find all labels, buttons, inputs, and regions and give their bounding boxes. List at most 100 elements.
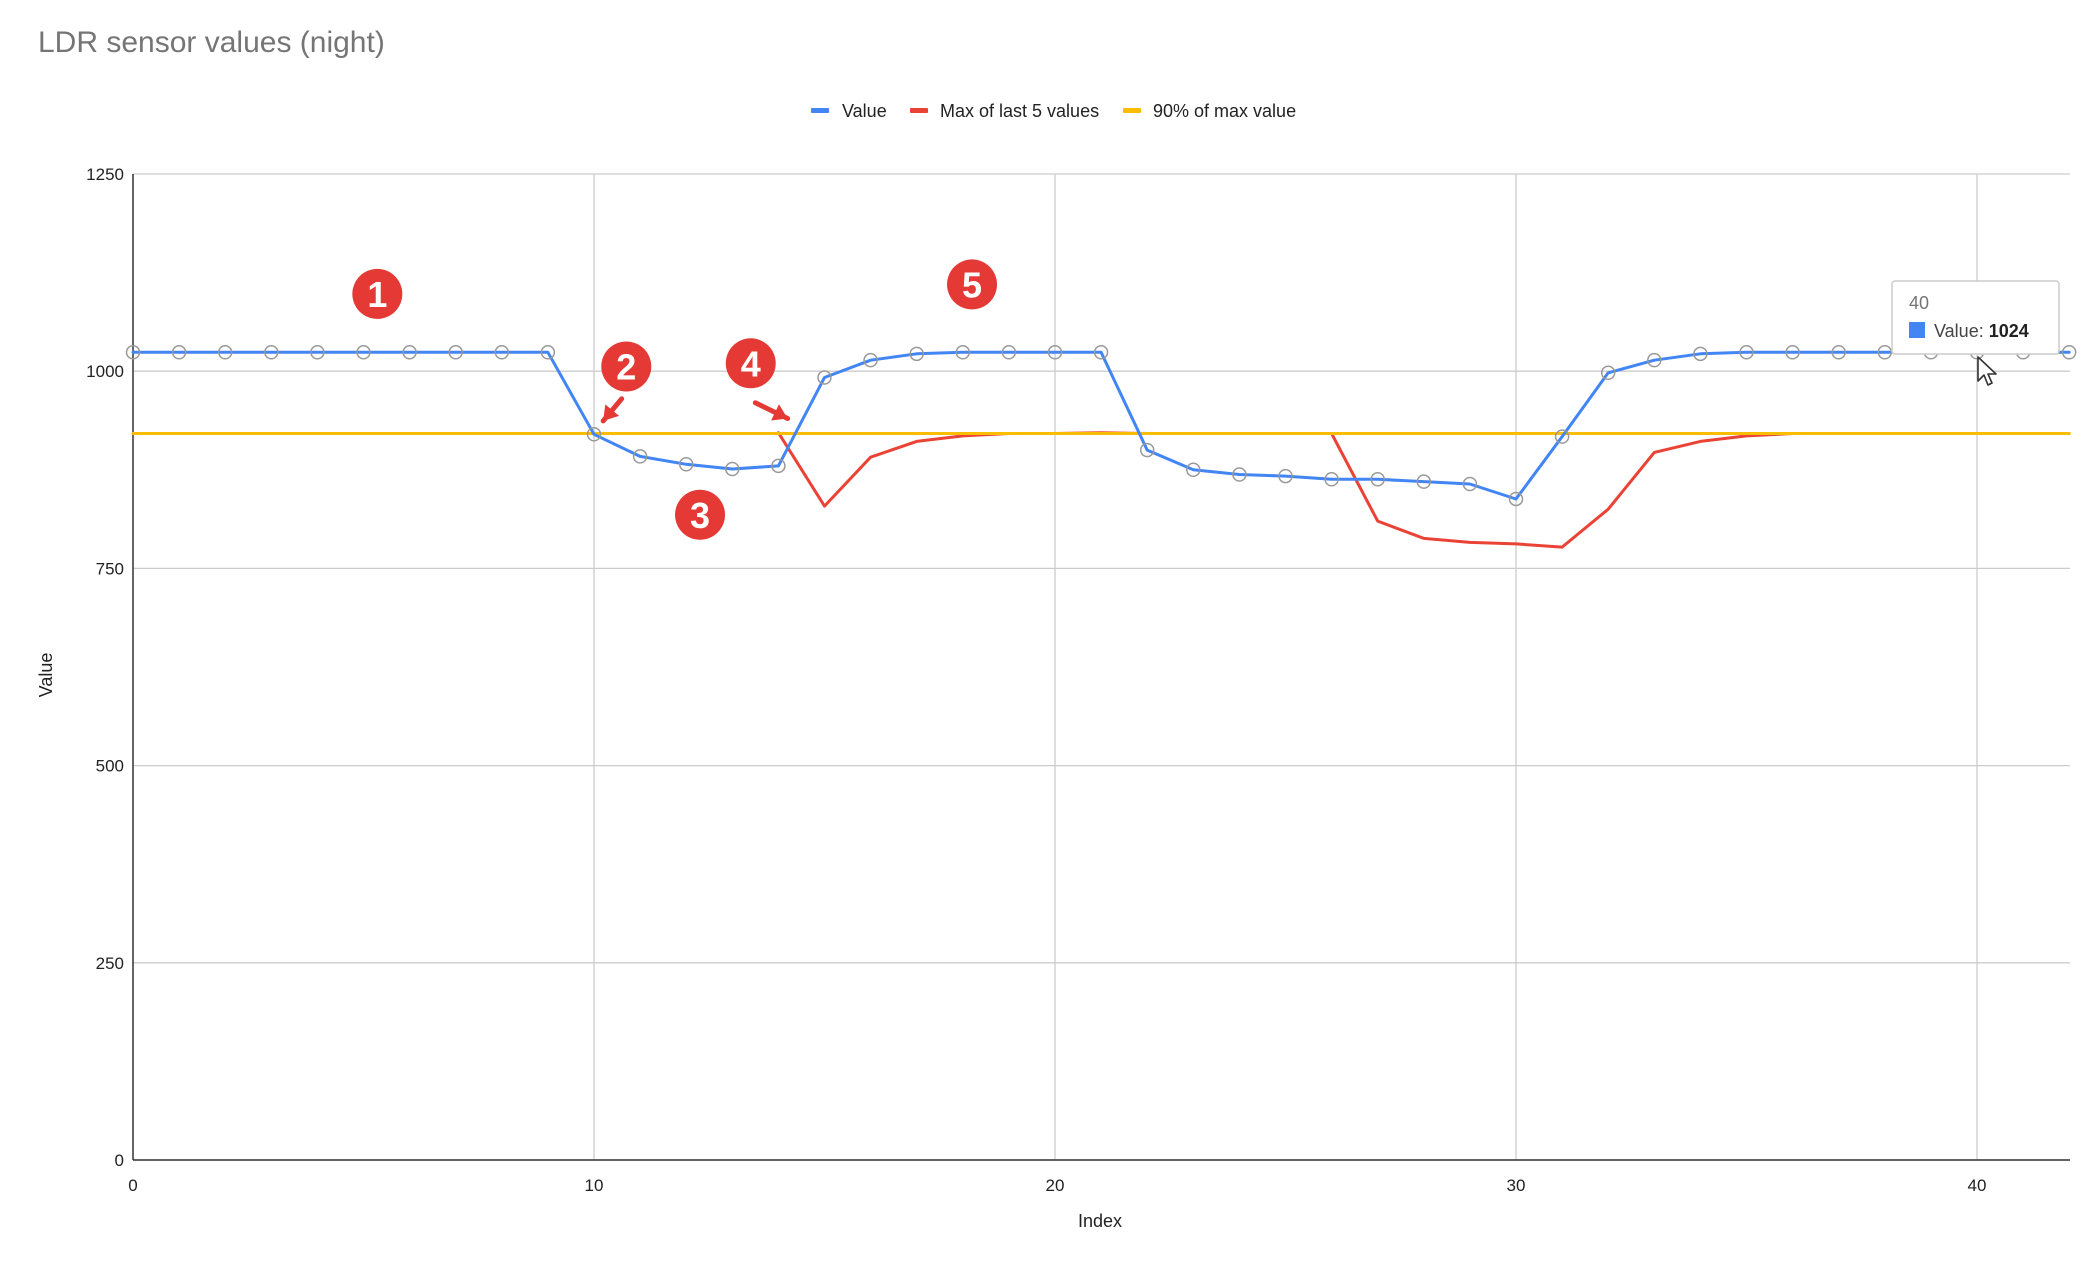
tooltip-box [1891, 280, 2060, 355]
annotation-layer: 1 2 3 4 5 [352, 259, 998, 540]
series-line-value [131, 350, 2071, 501]
data-point-value-15 [817, 370, 832, 385]
data-point-value-10 [586, 427, 602, 442]
x-tick-label-10: 10 [585, 1176, 604, 1195]
tooltip: 40 Value: 1024 [1891, 280, 2060, 355]
data-point-value-21 [1093, 345, 1109, 360]
data-point-value-18 [955, 345, 971, 360]
data-point-value-3 [264, 345, 279, 360]
data-point-value-31 [1554, 429, 1570, 444]
annotation-badge-label: 5 [962, 264, 982, 305]
annotation-badge-circle [675, 489, 726, 540]
annotation-badge-circle [725, 338, 776, 389]
data-point-value-16 [863, 352, 878, 368]
annotation-badge-3: 3 [675, 489, 726, 540]
data-point-value-28 [1416, 474, 1432, 489]
data-point-value-9 [540, 345, 556, 360]
annotation-badge-2: 2 [601, 341, 652, 392]
data-point-value-32 [1600, 365, 1616, 381]
data-point-value-6 [402, 345, 417, 360]
x-tick-label-30: 30 [1507, 1176, 1526, 1195]
data-point-value-24 [1232, 467, 1247, 482]
tooltip-header: 40 [1909, 293, 1929, 313]
annotation-arrow-head [603, 404, 620, 421]
data-point-value-26 [1324, 472, 1339, 487]
data-point-value-4 [310, 345, 325, 360]
data-point-value-25 [1278, 468, 1293, 484]
data-point-value-30 [1508, 491, 1524, 507]
annotation-badge-5: 5 [947, 259, 998, 310]
legend-item-value[interactable]: Value [811, 101, 887, 121]
data-point-value-17 [909, 346, 924, 362]
tooltip-text: Value: 1024 [1934, 321, 2029, 341]
annotation-badge-1: 1 [352, 268, 403, 319]
data-point-value-1 [171, 345, 187, 360]
data-point-value-22 [1139, 442, 1155, 458]
data-point-value-35 [1739, 345, 1754, 360]
mouse-cursor-icon [1977, 356, 1997, 386]
tooltip-value: 1024 [1989, 321, 2029, 341]
y-axis-ticks: 0 250 500 750 1000 1250 [86, 165, 124, 1170]
data-point-value-11 [632, 449, 648, 464]
gridlines [133, 173, 2070, 1161]
legend-label-90pct-max: 90% of max value [1153, 101, 1296, 121]
data-point-value-19 [1001, 345, 1017, 360]
tooltip-series-label: Value [1934, 321, 1979, 341]
annotation-badge-label: 2 [616, 346, 636, 387]
data-point-value-23 [1186, 462, 1201, 478]
annotation-badge-circle [352, 268, 403, 319]
data-point-value-12 [678, 457, 694, 472]
data-point-value-14 [771, 458, 786, 474]
data-point-value-7 [448, 345, 463, 360]
annotation-arrow-2 [752, 400, 791, 422]
y-tick-label-1000: 1000 [86, 362, 124, 381]
legend-item-max-last-5[interactable]: Max of last 5 values [910, 101, 1099, 121]
legend-label-value: Value [842, 101, 887, 121]
data-point-value-8 [494, 345, 510, 360]
y-tick-label-500: 500 [96, 757, 124, 776]
annotation-badge-label: 1 [367, 274, 387, 315]
legend-swatch-max-last-5 [910, 108, 928, 113]
axes [132, 174, 2070, 1161]
annotation-arrow-1 [600, 396, 625, 424]
data-point-value-38 [1877, 345, 1893, 360]
x-tick-label-20: 20 [1046, 1176, 1065, 1195]
series-line-max-of-last-5-values [776, 431, 2071, 549]
data-point-value-27 [1370, 472, 1385, 487]
x-tick-label-0: 0 [128, 1176, 137, 1195]
tooltip-swatch [1909, 322, 1925, 338]
y-tick-label-0: 0 [115, 1151, 124, 1170]
annotation-badge-label: 4 [741, 343, 761, 384]
series-layer [125, 345, 2077, 549]
data-point-value-42 [2061, 345, 2077, 360]
data-point-value-37 [1831, 345, 1846, 360]
data-point-value-2 [217, 345, 233, 360]
legend-label-max-last-5: Max of last 5 values [940, 101, 1099, 121]
annotation-badge-circle [601, 341, 652, 392]
y-axis-title: Value [36, 653, 56, 698]
data-point-value-34 [1693, 346, 1708, 362]
x-tick-label-40: 40 [1968, 1176, 1987, 1195]
data-point-value-0 [125, 345, 141, 360]
legend: Value Max of last 5 values 90% of max va… [811, 101, 1296, 121]
y-tick-label-250: 250 [96, 954, 124, 973]
data-point-value-29 [1462, 476, 1478, 492]
legend-swatch-value [811, 108, 829, 113]
data-point-value-13 [725, 461, 740, 477]
data-point-value-5 [356, 345, 371, 360]
annotation-badge-circle [947, 259, 998, 310]
data-point-value-36 [1785, 345, 1800, 360]
x-axis-ticks: 0 10 20 30 40 [128, 1176, 1986, 1195]
data-point-value-20 [1047, 345, 1063, 360]
annotation-arrow-head [771, 404, 788, 421]
y-tick-label-750: 750 [96, 559, 124, 578]
annotation-badge-label: 3 [690, 495, 710, 536]
annotation-badge-4: 4 [725, 338, 776, 389]
legend-item-90pct-max[interactable]: 90% of max value [1123, 101, 1296, 121]
legend-swatch-90pct-max [1123, 108, 1141, 113]
x-axis-title: Index [1078, 1211, 1122, 1231]
data-point-value-33 [1647, 352, 1662, 368]
y-tick-label-1250: 1250 [86, 165, 124, 184]
